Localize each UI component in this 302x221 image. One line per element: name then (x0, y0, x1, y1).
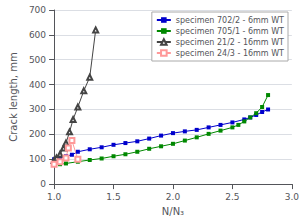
svg-text:500: 500 (29, 55, 46, 65)
svg-text:3.0: 3.0 (285, 192, 300, 202)
svg-text:specimen 21/2 - 16mm WT: specimen 21/2 - 16mm WT (176, 38, 284, 47)
svg-text:600: 600 (29, 30, 46, 40)
svg-text:2.0: 2.0 (166, 192, 181, 202)
svg-text:1.5: 1.5 (106, 192, 120, 202)
svg-text:200: 200 (29, 129, 46, 139)
svg-text:700: 700 (29, 5, 46, 15)
svg-text:specimen 705/1 - 6mm WT: specimen 705/1 - 6mm WT (176, 27, 284, 36)
svg-text:0: 0 (40, 179, 46, 189)
svg-text:1.0: 1.0 (47, 192, 62, 202)
svg-text:100: 100 (29, 154, 46, 164)
svg-text:Crack length, mm: Crack length, mm (8, 52, 19, 141)
svg-text:2.5: 2.5 (225, 192, 239, 202)
svg-text:400: 400 (29, 80, 46, 90)
svg-text:N/N₃: N/N₃ (162, 206, 184, 217)
svg-text:300: 300 (29, 104, 46, 114)
svg-text:specimen 702/2 - 6mm WT: specimen 702/2 - 6mm WT (176, 16, 284, 25)
svg-text:specimen 24/3 - 16mm WT: specimen 24/3 - 16mm WT (176, 49, 284, 58)
